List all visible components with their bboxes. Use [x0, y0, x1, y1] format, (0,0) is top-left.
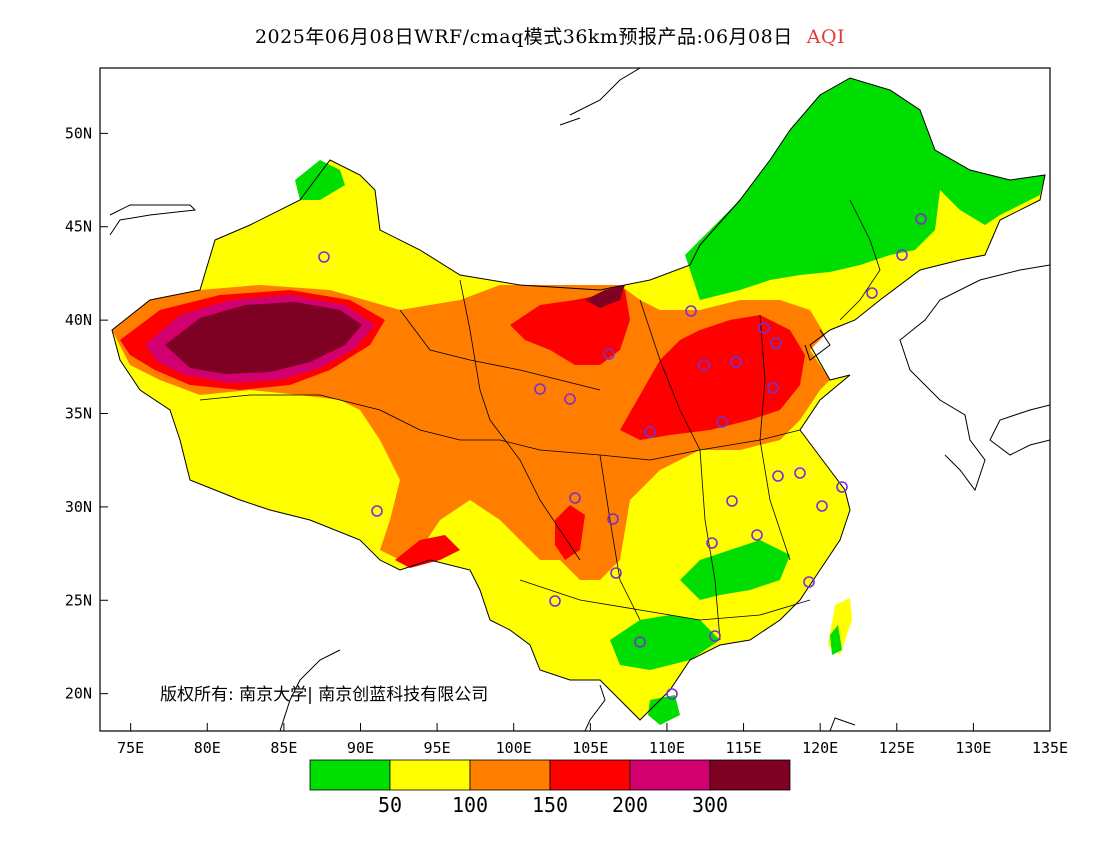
region-green-northeast: [685, 78, 1045, 300]
lon-tick-label: 95E: [424, 739, 451, 757]
taiwan-green: [830, 625, 842, 655]
station-marker: [685, 305, 697, 317]
lat-tick-label: 25N: [65, 591, 92, 609]
region-maroon-west: [165, 302, 362, 374]
legend-label: 200: [611, 793, 649, 817]
lat-tick-label: 40N: [65, 311, 92, 329]
station-marker: [730, 356, 742, 368]
lat-tick-label: 45N: [65, 218, 92, 236]
station-marker: [318, 251, 330, 263]
station-marker: [915, 213, 927, 225]
station-marker: [634, 636, 646, 648]
lon-tick-label: 130E: [955, 739, 991, 757]
map-title: 2025年06月08日WRF/cmaq模式36km预报产品:06月08日 AQI: [0, 22, 1100, 49]
title-variable: AQI: [806, 26, 846, 48]
lon-tick-label: 125E: [879, 739, 915, 757]
station-marker: [794, 467, 806, 479]
station-marker: [816, 500, 828, 512]
latitude-axis: 20N 25N 30N 35N 40N 45N 50N: [65, 124, 108, 703]
map-frame: [99, 67, 1051, 732]
region-green-south: [610, 540, 790, 725]
lon-tick-label: 120E: [802, 739, 838, 757]
country-outline: [111, 77, 1046, 721]
lon-tick-label: 100E: [496, 739, 532, 757]
station-marker: [603, 348, 615, 360]
lon-tick-label: 90E: [347, 739, 374, 757]
legend-label: 50: [377, 793, 403, 817]
station-marker: [770, 337, 782, 349]
legend-label: 100: [451, 793, 489, 817]
station-marker: [607, 513, 619, 525]
legend-swatch: [629, 759, 711, 791]
lat-tick-label: 20N: [65, 685, 92, 703]
station-marker: [644, 426, 656, 438]
station-marker: [666, 688, 678, 700]
legend-swatch: [549, 759, 631, 791]
station-marker: [803, 576, 815, 588]
lat-tick-label: 30N: [65, 498, 92, 516]
station-marker: [836, 481, 848, 493]
region-red-east: [620, 315, 805, 440]
station-marker: [549, 595, 561, 607]
station-marker: [767, 382, 779, 394]
station-marker: [698, 359, 710, 371]
coastline: [109, 68, 1050, 731]
longitude-axis: 75E 80E 85E 90E 95E 100E 105E 110E 115E 120E 125E 1…: [117, 723, 1068, 757]
map-area: [100, 68, 1050, 731]
lon-tick-label: 75E: [117, 739, 144, 757]
region-red-north: [510, 290, 630, 365]
region-red-southwest: [395, 505, 585, 568]
legend-swatch: [309, 759, 391, 791]
station-markers: [318, 213, 927, 700]
region-maroon-north: [585, 285, 625, 308]
station-marker: [569, 492, 581, 504]
station-marker: [896, 249, 908, 261]
lon-tick-label: 105E: [572, 739, 608, 757]
station-marker: [564, 393, 576, 405]
lat-tick-label: 50N: [65, 124, 92, 142]
station-marker: [534, 383, 546, 395]
station-marker: [706, 537, 718, 549]
legend-label: 300: [691, 793, 729, 817]
title-main: 2025年06月08日WRF/cmaq模式36km预报产品:06月08日: [254, 26, 793, 48]
station-marker: [709, 630, 721, 642]
legend-swatch: [389, 759, 471, 791]
station-marker: [758, 322, 770, 334]
station-marker: [610, 567, 622, 579]
station-marker: [726, 495, 738, 507]
station-marker: [371, 505, 383, 517]
lon-tick-label: 110E: [649, 739, 685, 757]
copyright-text: 版权所有: 南京大学| 南京创蓝科技有限公司: [160, 685, 489, 705]
station-marker: [772, 470, 784, 482]
color-legend: [309, 759, 791, 791]
legend-swatch: [469, 759, 551, 791]
province-borders: [199, 199, 881, 641]
lon-tick-label: 115E: [725, 739, 761, 757]
legend-swatch: [709, 759, 791, 791]
lat-tick-label: 35N: [65, 405, 92, 423]
station-marker: [866, 287, 878, 299]
lon-tick-label: 80E: [194, 739, 221, 757]
lon-tick-label: 135E: [1032, 739, 1068, 757]
lon-tick-label: 85E: [270, 739, 297, 757]
station-marker: [751, 529, 763, 541]
legend-label: 150: [531, 793, 569, 817]
station-marker: [716, 416, 728, 428]
